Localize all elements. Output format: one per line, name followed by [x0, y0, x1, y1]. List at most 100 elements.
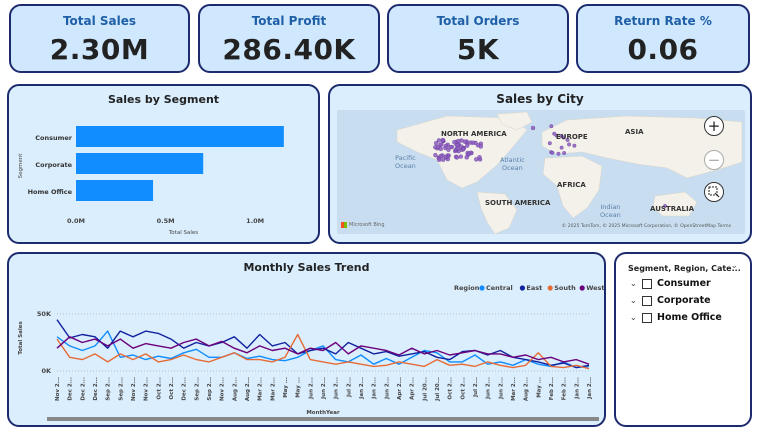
slicer-item-label: Consumer	[657, 278, 711, 289]
city-point[interactable]	[461, 147, 466, 152]
map-card[interactable]: Sales by City NORTH AMERICA EUROPE ASIA …	[328, 84, 752, 244]
slicer-item-consumer[interactable]: ⌄ Consumer	[630, 278, 711, 289]
segment-x-tick: 0.0M	[67, 217, 85, 225]
city-point[interactable]	[559, 145, 564, 150]
slicer-item-corporate[interactable]: ⌄ Corporate	[630, 295, 711, 306]
trend-series-line[interactable]	[56, 319, 590, 369]
trend-x-tick: Sep 2...	[106, 377, 112, 401]
legend-label[interactable]: West	[586, 284, 604, 292]
checkbox[interactable]	[642, 312, 652, 323]
city-point[interactable]	[462, 139, 468, 144]
city-point[interactable]	[474, 157, 479, 162]
city-point[interactable]	[547, 141, 552, 146]
map-label-australia: AUSTRALIA	[650, 205, 694, 213]
land-africa	[542, 155, 603, 219]
trend-x-tick: Nov 2...	[55, 377, 61, 401]
chevron-down-icon[interactable]: ⌄	[630, 313, 637, 322]
city-point[interactable]	[443, 154, 449, 159]
legend-label[interactable]: South	[554, 284, 576, 292]
city-point[interactable]	[663, 204, 667, 208]
city-point[interactable]	[437, 157, 442, 162]
checkbox[interactable]	[642, 278, 652, 289]
kpi-total-orders: Total Orders 5K	[387, 4, 569, 73]
segment-chart-card[interactable]: Sales by Segment Consumer Corporate Home O…	[7, 84, 320, 244]
map-attribution[interactable]: © 2025 TomTom, © 2025 Microsoft Corporat…	[561, 224, 731, 229]
horizontal-scrollbar[interactable]	[47, 417, 599, 421]
brand-text: Microsoft Bing	[349, 222, 385, 228]
world-map	[396, 111, 743, 234]
city-point[interactable]	[438, 153, 444, 159]
city-point[interactable]	[552, 131, 557, 136]
zoom-out-button[interactable]: −	[704, 150, 724, 170]
city-point[interactable]	[458, 154, 463, 159]
chevron-down-icon[interactable]: ⌄	[630, 296, 637, 305]
segment-bar[interactable]	[76, 126, 284, 147]
trend-series-line[interactable]	[56, 333, 590, 370]
city-point[interactable]	[572, 143, 577, 148]
city-point[interactable]	[565, 138, 570, 142]
segment-bar[interactable]	[76, 153, 204, 174]
city-point[interactable]	[567, 142, 572, 147]
trend-x-tick: Oct 2...	[460, 377, 466, 400]
segment-x-axis-label: Total Sales	[168, 230, 198, 236]
windows-icon	[341, 222, 347, 228]
city-point[interactable]	[452, 140, 457, 145]
city-point[interactable]	[464, 155, 469, 160]
trend-chart-card[interactable]: Monthly Sales Trend 50K 0K Total Sales Nov …	[7, 252, 606, 427]
chevron-down-icon[interactable]: ⌄	[630, 279, 637, 288]
map-canvas[interactable]: NORTH AMERICA EUROPE ASIA AFRICA SOUTH A…	[337, 110, 745, 234]
slicer-item-home-office[interactable]: ⌄ Home Office	[630, 312, 722, 323]
segment-category-label: Home Office	[28, 188, 73, 196]
city-point[interactable]	[440, 137, 446, 143]
trend-series-line[interactable]	[56, 330, 590, 369]
legend-marker[interactable]	[479, 285, 485, 291]
city-point[interactable]	[454, 155, 460, 160]
legend-label[interactable]: Central	[486, 284, 513, 292]
city-point[interactable]	[443, 143, 449, 149]
checkbox[interactable]	[642, 295, 652, 306]
slicer-item-label: Corporate	[657, 295, 711, 306]
city-point[interactable]	[530, 125, 536, 131]
trend-x-tick: Sep 2...	[207, 377, 213, 401]
kpi-total-sales: Total Sales 2.30M	[9, 4, 190, 73]
city-point[interactable]	[436, 138, 442, 143]
chevron-down-icon[interactable]: ⌄	[730, 261, 738, 271]
trend-x-tick: Jul 2...	[473, 377, 479, 398]
trend-series-line[interactable]	[56, 336, 590, 365]
filter-slicer[interactable]: Segment, Region, Cate... ⌄ ⌄ Consumer ⌄ …	[614, 252, 752, 427]
map-label-europe: EUROPE	[556, 133, 588, 141]
city-point[interactable]	[439, 142, 444, 147]
city-point[interactable]	[434, 140, 439, 146]
city-point[interactable]	[470, 140, 476, 145]
city-point[interactable]	[456, 138, 461, 144]
segment-bar-chart[interactable]: Consumer Corporate Home Office 0.0M 0.5M 1.0M…	[9, 86, 318, 242]
legend-marker[interactable]	[547, 285, 553, 291]
city-point[interactable]	[549, 124, 554, 129]
trend-y-axis-label: Total Sales	[18, 321, 24, 355]
city-point[interactable]	[550, 150, 555, 155]
segment-category-label: Corporate	[35, 161, 72, 169]
city-point[interactable]	[435, 144, 441, 150]
trend-x-tick: Apr 2...	[410, 377, 416, 400]
city-point[interactable]	[455, 146, 461, 151]
legend-marker[interactable]	[579, 285, 585, 291]
segment-bar[interactable]	[76, 180, 154, 201]
city-point[interactable]	[561, 135, 566, 140]
trend-x-tick: Aug 2...	[524, 377, 530, 401]
kpi-value: 5K	[456, 33, 500, 66]
lasso-select-button[interactable]	[704, 182, 724, 202]
zoom-in-button[interactable]: +	[704, 116, 724, 136]
city-point[interactable]	[562, 151, 567, 155]
city-point[interactable]	[477, 155, 482, 160]
legend-marker[interactable]	[519, 285, 525, 291]
legend-label[interactable]: East	[526, 284, 542, 292]
city-point[interactable]	[433, 152, 438, 158]
slicer-title: Segment, Region, Cate...	[628, 264, 741, 273]
trend-x-tick: Mar 2...	[511, 377, 517, 401]
trend-line-chart[interactable]: 50K 0K Total Sales Nov 2... Dec 2... Dec 2...…	[9, 254, 604, 425]
city-point[interactable]	[556, 151, 561, 156]
city-point[interactable]	[465, 143, 470, 148]
trend-x-tick: Feb 2...	[562, 377, 568, 400]
city-point[interactable]	[446, 147, 451, 152]
city-point[interactable]	[466, 151, 472, 157]
